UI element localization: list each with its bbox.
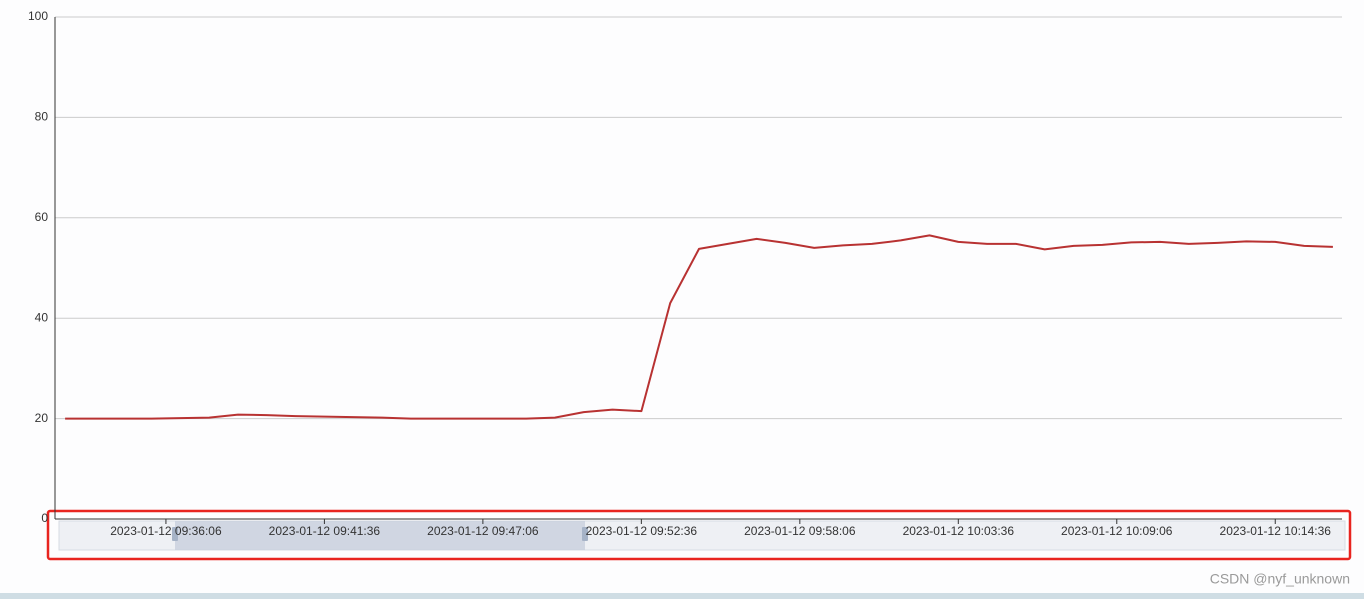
x-tick-label: 2023-01-12 09:52:36 <box>586 524 698 538</box>
highlight-box <box>46 509 1352 561</box>
x-tick-label: 2023-01-12 10:14:36 <box>1220 524 1332 538</box>
x-tick-label: 2023-01-12 09:36:06 <box>110 524 222 538</box>
bottom-bar <box>0 593 1364 599</box>
y-tick-label: 100 <box>28 9 48 23</box>
watermark: CSDN @nyf_unknown <box>1210 571 1350 587</box>
zoom-handle[interactable] <box>582 527 588 541</box>
zoom-handle[interactable] <box>172 527 178 541</box>
y-tick-label: 40 <box>35 310 49 324</box>
zoom-window[interactable] <box>175 521 585 550</box>
y-tick-label: 0 <box>41 511 48 525</box>
x-tick-label: 2023-01-12 09:58:06 <box>744 524 856 538</box>
y-tick-label: 60 <box>35 210 49 224</box>
y-tick-label: 20 <box>35 411 49 425</box>
x-tick-label: 2023-01-12 09:47:06 <box>427 524 539 538</box>
x-tick-label: 2023-01-12 10:03:36 <box>903 524 1015 538</box>
x-tick-label: 2023-01-12 10:09:06 <box>1061 524 1173 538</box>
line <box>65 234 1333 420</box>
x-tick-label: 2023-01-12 09:41:36 <box>269 524 381 538</box>
y-tick-label: 80 <box>35 110 49 124</box>
